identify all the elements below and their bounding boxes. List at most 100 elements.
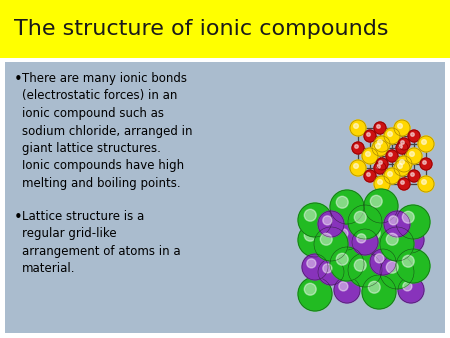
Circle shape bbox=[396, 249, 430, 283]
Circle shape bbox=[386, 150, 398, 162]
Circle shape bbox=[387, 172, 392, 176]
Circle shape bbox=[398, 164, 402, 168]
Circle shape bbox=[418, 176, 434, 192]
Circle shape bbox=[384, 168, 400, 184]
Circle shape bbox=[377, 125, 380, 128]
Circle shape bbox=[350, 120, 366, 136]
Circle shape bbox=[364, 130, 376, 142]
Circle shape bbox=[394, 120, 410, 136]
Circle shape bbox=[364, 170, 376, 182]
Circle shape bbox=[304, 209, 316, 221]
Circle shape bbox=[348, 205, 382, 239]
Circle shape bbox=[396, 142, 408, 154]
Circle shape bbox=[380, 255, 414, 289]
Circle shape bbox=[334, 224, 360, 250]
Circle shape bbox=[339, 229, 348, 238]
Circle shape bbox=[408, 170, 420, 182]
Circle shape bbox=[314, 227, 348, 261]
Circle shape bbox=[302, 254, 328, 280]
Circle shape bbox=[410, 152, 414, 156]
Circle shape bbox=[389, 216, 398, 225]
Circle shape bbox=[336, 196, 348, 208]
Circle shape bbox=[318, 259, 344, 285]
Circle shape bbox=[364, 189, 398, 223]
Circle shape bbox=[418, 136, 434, 152]
Circle shape bbox=[399, 145, 402, 148]
Circle shape bbox=[394, 160, 410, 176]
Circle shape bbox=[377, 165, 380, 168]
Circle shape bbox=[320, 233, 332, 245]
Circle shape bbox=[330, 247, 364, 281]
Circle shape bbox=[336, 253, 348, 265]
Circle shape bbox=[380, 227, 414, 261]
Circle shape bbox=[379, 161, 382, 164]
Circle shape bbox=[387, 131, 392, 137]
Circle shape bbox=[362, 221, 396, 255]
Circle shape bbox=[362, 148, 378, 164]
Circle shape bbox=[307, 259, 316, 268]
Circle shape bbox=[398, 277, 424, 303]
Circle shape bbox=[304, 229, 316, 241]
Circle shape bbox=[352, 229, 378, 255]
Circle shape bbox=[386, 233, 398, 245]
Circle shape bbox=[330, 190, 364, 224]
Circle shape bbox=[339, 282, 348, 291]
Circle shape bbox=[406, 148, 422, 164]
Circle shape bbox=[354, 124, 358, 128]
Circle shape bbox=[355, 145, 358, 148]
Text: Lattice structure is a
regular grid-like
arrangement of atoms in a
material.: Lattice structure is a regular grid-like… bbox=[22, 210, 180, 275]
Circle shape bbox=[372, 140, 388, 156]
Circle shape bbox=[420, 158, 432, 170]
Circle shape bbox=[376, 158, 388, 170]
Circle shape bbox=[370, 249, 396, 275]
Circle shape bbox=[400, 160, 405, 164]
Text: The structure of ionic compounds: The structure of ionic compounds bbox=[14, 19, 388, 39]
Circle shape bbox=[402, 211, 414, 223]
Circle shape bbox=[334, 277, 360, 303]
Circle shape bbox=[422, 140, 427, 144]
Text: •: • bbox=[14, 210, 23, 225]
Circle shape bbox=[396, 205, 430, 239]
Circle shape bbox=[402, 255, 414, 267]
Circle shape bbox=[348, 253, 382, 287]
Circle shape bbox=[323, 264, 332, 273]
Circle shape bbox=[323, 216, 332, 225]
Circle shape bbox=[298, 277, 332, 311]
Circle shape bbox=[386, 261, 398, 273]
Circle shape bbox=[362, 275, 396, 309]
Circle shape bbox=[384, 211, 410, 237]
Circle shape bbox=[354, 164, 358, 168]
FancyBboxPatch shape bbox=[0, 0, 450, 58]
Circle shape bbox=[400, 181, 404, 184]
FancyBboxPatch shape bbox=[5, 62, 445, 333]
Text: •: • bbox=[14, 72, 23, 87]
Circle shape bbox=[374, 176, 390, 192]
Circle shape bbox=[367, 173, 370, 176]
Circle shape bbox=[408, 130, 420, 142]
Circle shape bbox=[403, 282, 412, 291]
Circle shape bbox=[398, 138, 410, 150]
Circle shape bbox=[352, 142, 364, 154]
Circle shape bbox=[403, 232, 412, 241]
Circle shape bbox=[396, 156, 412, 172]
Circle shape bbox=[374, 162, 386, 174]
Circle shape bbox=[374, 122, 386, 134]
Circle shape bbox=[389, 153, 392, 156]
Circle shape bbox=[350, 160, 366, 176]
Circle shape bbox=[378, 179, 382, 185]
Circle shape bbox=[422, 179, 427, 185]
Circle shape bbox=[368, 281, 380, 293]
Circle shape bbox=[411, 133, 414, 136]
Circle shape bbox=[384, 128, 400, 144]
Circle shape bbox=[375, 254, 384, 263]
Circle shape bbox=[376, 144, 380, 148]
Circle shape bbox=[318, 211, 344, 237]
Circle shape bbox=[368, 227, 380, 239]
Circle shape bbox=[398, 178, 410, 190]
Circle shape bbox=[398, 227, 424, 253]
Circle shape bbox=[411, 173, 414, 176]
Circle shape bbox=[304, 283, 316, 295]
Circle shape bbox=[398, 124, 402, 128]
Circle shape bbox=[400, 141, 404, 144]
Circle shape bbox=[357, 234, 366, 243]
